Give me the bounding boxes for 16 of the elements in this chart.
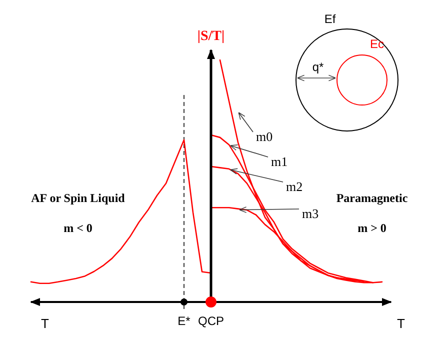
text: T [397, 316, 405, 331]
x-tick-label: QCP [198, 314, 224, 328]
text: Ec [370, 37, 384, 51]
text: m3 [302, 206, 319, 221]
text: m2 [286, 179, 303, 194]
annotation: q* [312, 60, 324, 74]
annotation: Paramagnetic [336, 191, 408, 205]
y-axis-title: |S/T| [197, 29, 225, 44]
annotation: m < 0 [64, 221, 92, 235]
x-axis-title: T [41, 316, 50, 331]
x-tick-label: E* [178, 314, 191, 328]
annotation: m > 0 [358, 221, 386, 235]
text: Ef [324, 12, 336, 26]
series-label: m1 [271, 154, 288, 169]
series-label: m0 [256, 129, 273, 144]
annotation: AF or Spin Liquid [31, 191, 126, 205]
